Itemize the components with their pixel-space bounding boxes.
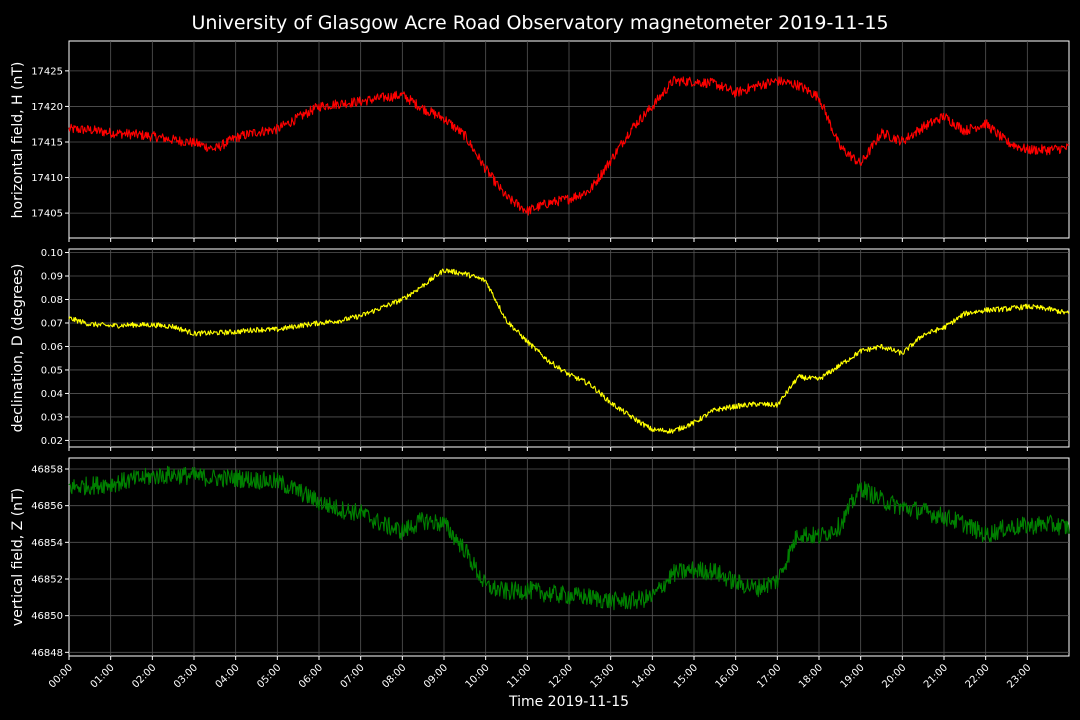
y-tick-label: 0.04 xyxy=(41,389,63,400)
y-tick-label: 17415 xyxy=(31,137,63,148)
y-tick-label: 0.07 xyxy=(41,318,63,329)
panel-1: 17405 17410 17415 17420 17425 horizontal fiel… xyxy=(10,40,1070,242)
y-tick-label: 46858 xyxy=(31,465,63,476)
y-tick-label: 46854 xyxy=(31,538,63,549)
x-axis-label: Time 2019-11-15 xyxy=(508,694,629,710)
y-tick-label: 17405 xyxy=(31,209,63,220)
y-axis-label-2: declination, D (degrees) xyxy=(10,264,26,433)
y-tick-label: 46852 xyxy=(31,575,63,586)
y-axis-label-3: vertical field, Z (nT) xyxy=(10,488,26,626)
series-line-1 xyxy=(68,75,1070,216)
y-tick-label: 46848 xyxy=(31,648,63,659)
series-line-3 xyxy=(68,465,1070,611)
y-tick-label: 0.10 xyxy=(41,248,63,259)
y-tick-label: 0.08 xyxy=(41,295,63,306)
y-tick-label: 46856 xyxy=(31,501,63,512)
series-line-2 xyxy=(68,268,1070,434)
y-tick-label: 0.06 xyxy=(41,342,63,353)
panel-3: 46848 46850 46852 46854 46856 46858 vertical f… xyxy=(10,457,1070,660)
panel-2: 0.02 0.03 0.04 0.05 0.06 0.07 0.08 0.09 0.10 decl… xyxy=(10,248,1070,451)
y-tick-label: 0.09 xyxy=(41,272,63,283)
y-tick-label: 17420 xyxy=(31,102,63,113)
y-axis-label-1: horizontal field, H (nT) xyxy=(10,62,26,219)
y-tick-label: 0.02 xyxy=(41,436,63,447)
y-tick-label: 46850 xyxy=(31,611,63,622)
y-tick-label: 0.03 xyxy=(41,412,63,423)
y-tick-label: 17410 xyxy=(31,173,63,184)
chart-panels: 17405 17410 17415 17420 17425 horizontal fiel… xyxy=(10,40,1070,691)
y-tick-label: 0.05 xyxy=(41,365,63,376)
chart-title: University of Glasgow Acre Road Observat… xyxy=(191,12,888,34)
y-tick-label: 17425 xyxy=(31,66,63,77)
